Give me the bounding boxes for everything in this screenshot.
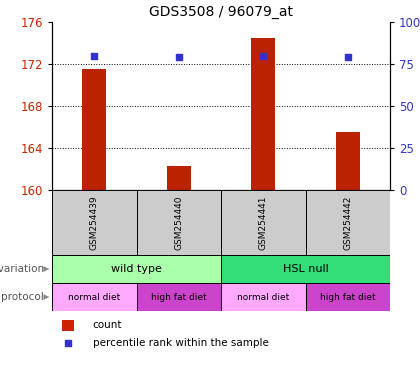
Text: normal diet: normal diet <box>68 293 121 301</box>
Bar <box>221 190 305 255</box>
Text: percentile rank within the sample: percentile rank within the sample <box>92 338 268 348</box>
Bar <box>52 255 221 283</box>
Point <box>65 340 71 346</box>
Bar <box>336 132 360 190</box>
Bar <box>136 190 221 255</box>
Bar <box>52 190 136 255</box>
Text: GDS3508 / 96079_at: GDS3508 / 96079_at <box>149 5 293 19</box>
Bar <box>167 166 191 190</box>
Text: genotype/variation: genotype/variation <box>0 264 44 274</box>
Bar <box>52 283 136 311</box>
Bar <box>221 255 390 283</box>
Text: GSM254439: GSM254439 <box>90 195 99 250</box>
Point <box>176 54 182 60</box>
Text: wild type: wild type <box>111 264 162 274</box>
Bar <box>82 69 106 190</box>
Text: HSL null: HSL null <box>283 264 328 274</box>
Text: GSM254440: GSM254440 <box>174 195 183 250</box>
Text: GSM254441: GSM254441 <box>259 195 268 250</box>
Text: GSM254442: GSM254442 <box>343 195 352 250</box>
Text: high fat diet: high fat diet <box>320 293 375 301</box>
Text: count: count <box>92 320 122 330</box>
Point <box>344 54 351 60</box>
Text: high fat diet: high fat diet <box>151 293 207 301</box>
Text: normal diet: normal diet <box>237 293 289 301</box>
Point <box>91 53 97 59</box>
Text: protocol: protocol <box>1 292 44 302</box>
Bar <box>136 283 221 311</box>
Bar <box>305 283 390 311</box>
Bar <box>252 38 275 190</box>
Bar <box>62 320 74 331</box>
Bar <box>305 190 390 255</box>
Bar <box>221 283 305 311</box>
Point <box>260 53 267 59</box>
